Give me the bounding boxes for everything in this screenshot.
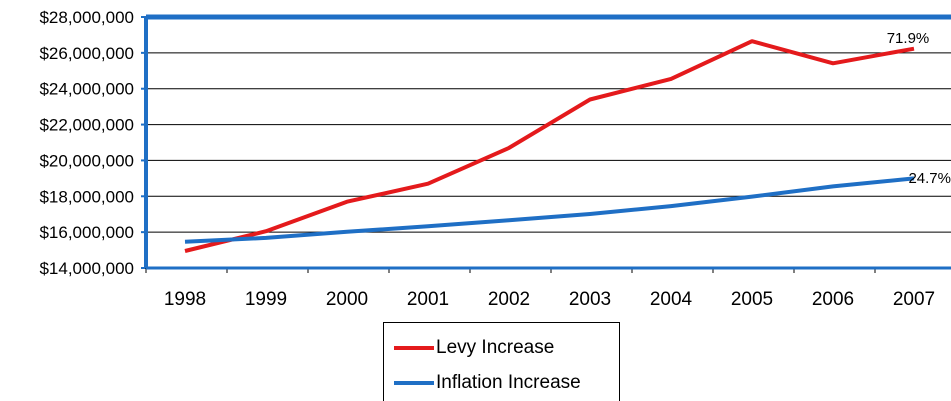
series-line-inflation — [184, 176, 915, 244]
legend-item-levy: Levy Increase — [394, 336, 554, 360]
y-axis-ticks: $14,000,000 $16,000,000 $18,000,000 $20,000… — [39, 8, 146, 278]
plot-frame — [144, 14, 951, 270]
legend-item-inflation: Inflation Increase — [394, 371, 581, 395]
end-label-levy: 71.9% — [887, 30, 930, 47]
legend: Levy Increase Inflation Increase — [383, 322, 620, 401]
y-tick-label: $16,000,000 — [39, 223, 134, 242]
x-tick-label: 1999 — [245, 289, 287, 310]
y-tick-label: $24,000,000 — [39, 80, 134, 99]
end-labels: 71.9% 24.7% — [887, 30, 951, 187]
end-label-inflation: 24.7% — [908, 170, 951, 187]
x-tick-label: 2006 — [812, 289, 854, 310]
legend-swatch-levy — [394, 346, 434, 350]
y-tick-label: $14,000,000 — [39, 259, 134, 278]
x-tick-label: 2001 — [407, 289, 449, 310]
x-tick-label: 2005 — [731, 289, 773, 310]
y-tick-label: $18,000,000 — [39, 187, 134, 206]
x-axis-ticks: 1998 1999 2000 2001 2002 2003 2004 2005 2006 2007 — [145, 268, 935, 310]
y-tick-label: $20,000,000 — [39, 151, 134, 170]
x-tick-label: 2002 — [488, 289, 530, 310]
x-tick-label: 2004 — [650, 289, 693, 310]
y-tick-label: $26,000,000 — [39, 44, 134, 63]
y-tick-label: $28,000,000 — [39, 8, 134, 27]
x-tick-label: 2003 — [569, 289, 611, 310]
legend-swatch-inflation — [394, 381, 434, 385]
legend-label-levy: Levy Increase — [436, 337, 555, 358]
x-tick-label: 2000 — [326, 289, 368, 310]
x-tick-label: 1998 — [164, 289, 206, 310]
series-line-levy — [184, 39, 915, 253]
series-lines — [184, 39, 915, 253]
x-tick-label: 2007 — [893, 289, 935, 310]
legend-label-inflation: Inflation Increase — [436, 372, 581, 393]
gridlines — [146, 52, 951, 233]
y-tick-label: $22,000,000 — [39, 116, 134, 135]
